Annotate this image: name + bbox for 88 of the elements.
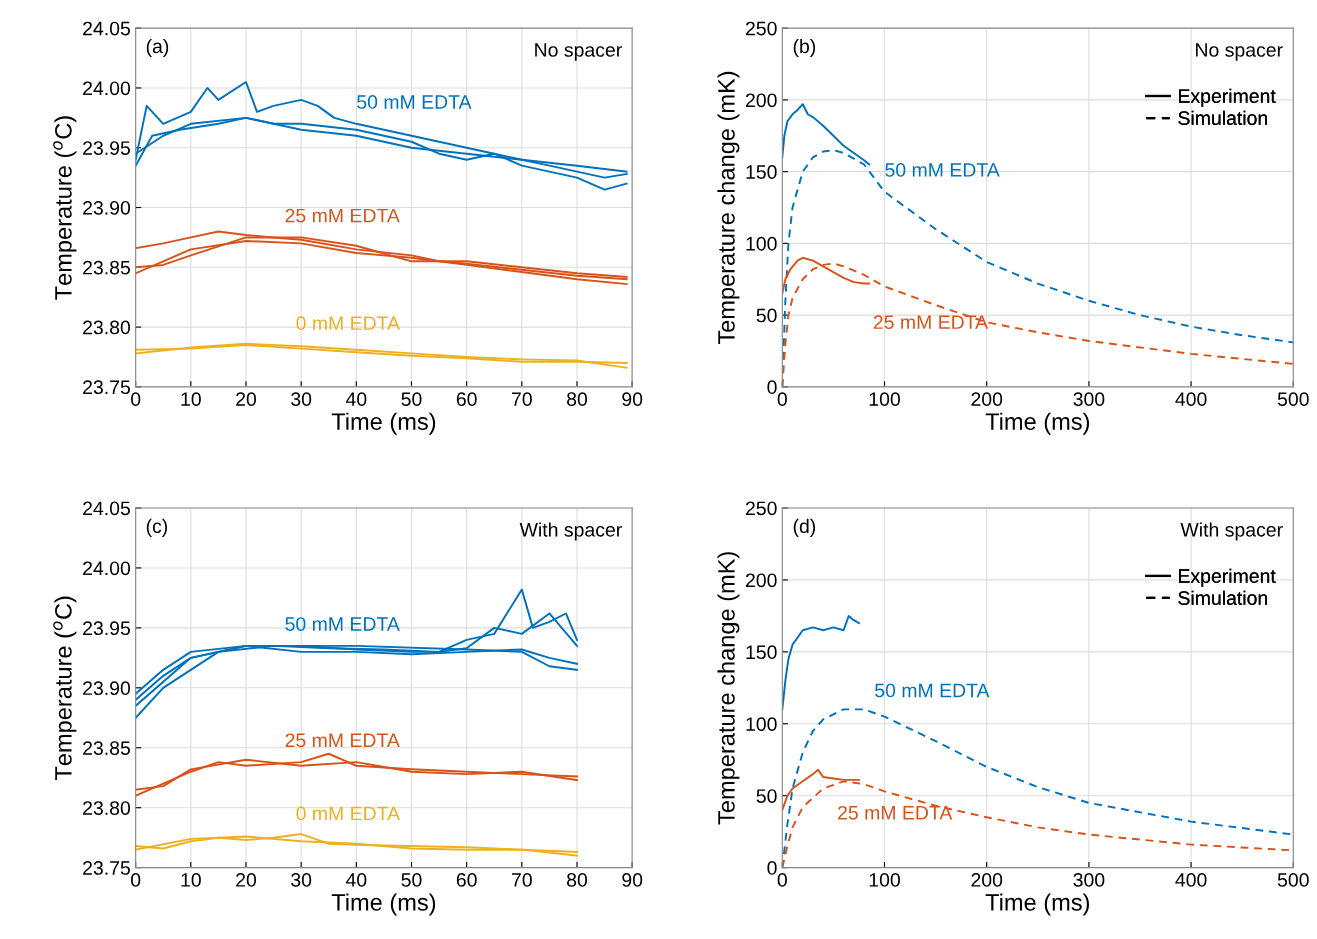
x-axis-title: Time (ms) [331,412,436,435]
text: (d) [793,518,816,537]
y-tick-label: 23.85 [83,741,130,755]
x-tick-label: 0 [131,873,141,887]
x-tick-label: 30 [291,873,312,887]
x-tick-label: 20 [236,873,257,887]
y-tick-label: 23.75 [83,861,130,875]
text: With spacer [519,522,622,541]
x-tick-label: 40 [345,392,367,407]
x-tick-label: 80 [567,392,588,407]
y-tick-label: 24.05 [83,501,130,516]
annotation: Experiment [1179,568,1276,587]
x-tick-label: 70 [512,392,532,407]
annotation: 25 mM EDTA [285,733,400,748]
y-axis-title: Temperature change (mK) [717,71,740,345]
x-tick-label: 500 [1277,392,1309,407]
annotation: 0 mM EDTA [296,316,401,331]
y-tick-label: 200 [745,573,777,588]
y-tick-label: 23.85 [83,260,130,275]
x-tick-label: 200 [971,873,1003,887]
y-tick-label: 23.80 [83,801,131,815]
x-tick-label: 300 [1073,392,1105,407]
x-tick-label: 50 [401,873,422,887]
x-tick-label: 200 [971,392,1003,407]
annotation: 0 mM EDTA [296,806,401,821]
y-tick-label: 200 [745,93,777,108]
y-tick-label: 23.95 [83,621,130,636]
x-tick-label: 400 [1175,873,1207,887]
x-tick-label: 0 [777,392,787,407]
y-tick-label: 23.75 [83,380,130,395]
y-tick-label: 250 [745,21,777,36]
y-tick-label: 24.00 [83,81,131,96]
y-tick-label: 100 [746,717,777,732]
x-tick-label: 500 [1277,873,1309,887]
y-tick-label: 0 [767,380,777,395]
text: No spacer [535,43,622,61]
y-tick-label: 23.90 [83,681,131,696]
x-tick-label: 60 [456,392,477,407]
y-tick-label: 23.80 [83,320,131,335]
annotation: 25 mM EDTA [285,208,400,223]
x-axis-title: Time (ms) [331,893,436,916]
y-axis-title: Temperature ($^{o}$C) [53,596,77,781]
y-tick-label: 23.90 [83,200,131,215]
y-tick-label: 150 [746,645,777,660]
x-tick-label: 0 [777,873,787,887]
text: (a) [146,38,169,58]
x-tick-label: 10 [181,392,201,407]
text: With spacer [1180,522,1283,541]
x-tick-label: 10 [181,873,201,887]
annotation: Simulation [1178,110,1267,126]
x-tick-label: 20 [236,392,257,407]
annotation: 25 mM EDTA [873,315,989,330]
y-axis-title: Temperature ($^{o}$C) [53,116,77,300]
x-tick-label: 50 [401,392,422,407]
annotation: 50 mM EDTA [285,617,400,631]
x-tick-label: 40 [345,873,367,887]
x-tick-label: 0 [131,392,141,407]
y-tick-label: 23.95 [83,141,130,155]
x-tick-label: 90 [622,873,643,887]
x-tick-label: 80 [567,873,588,887]
annotation: 25 mM EDTA [838,805,953,820]
y-axis-title: Temperature change (mK) [717,552,740,825]
y-tick-label: 250 [745,501,777,516]
annotation: 50 mM EDTA [885,163,1000,177]
x-tick-label: 300 [1073,873,1105,887]
x-tick-label: 30 [291,392,312,407]
x-tick-label: 100 [869,392,900,407]
text: (b) [793,38,816,58]
y-tick-label: 100 [746,236,777,251]
x-axis-title: Time (ms) [985,893,1089,916]
x-tick-label: 70 [512,873,532,887]
y-tick-label: 50 [756,308,777,323]
y-tick-label: 24.05 [83,21,130,36]
y-tick-label: 24.00 [83,561,131,576]
text: No spacer [1196,43,1283,61]
y-tick-label: 0 [767,861,777,875]
x-tick-label: 60 [456,873,477,887]
x-tick-label: 100 [869,873,900,887]
y-tick-label: 150 [746,165,777,179]
text: (c) [146,518,168,537]
annotation: 50 mM EDTA [875,683,990,698]
y-tick-label: 50 [756,789,777,803]
x-tick-label: 400 [1175,392,1207,407]
annotation: Experiment [1179,88,1276,107]
x-axis-title: Time (ms) [985,412,1089,435]
annotation: 50 mM EDTA [357,95,472,109]
x-tick-label: 90 [622,392,643,407]
annotation: Simulation [1178,590,1267,605]
